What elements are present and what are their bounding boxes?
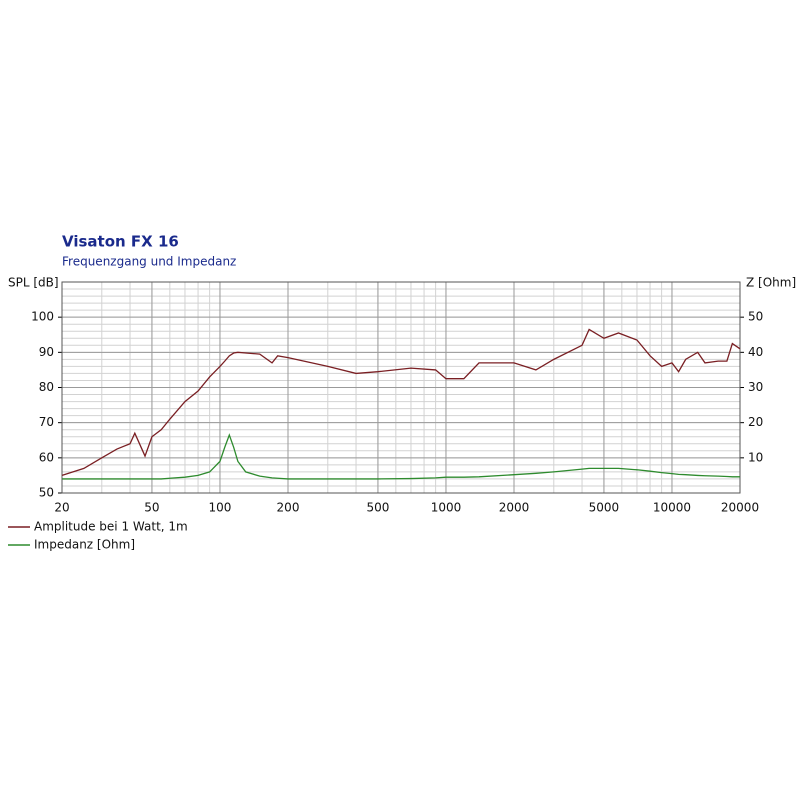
legend-label: Impedanz [Ohm]: [34, 538, 135, 552]
x-tick-label: 100: [209, 501, 232, 515]
x-tick-label: 1000: [431, 501, 462, 515]
y2-axis-label: Z [Ohm]: [746, 276, 796, 290]
y-tick-label: 100: [31, 310, 54, 324]
plot-frame: [61, 281, 741, 494]
y-axis-label: SPL [dB]: [8, 276, 59, 290]
x-tick-label: 50: [144, 501, 159, 515]
y2-tick-label: 20: [748, 415, 763, 429]
y-tick-label: 50: [39, 486, 54, 500]
x-tick-label: 20000: [721, 501, 759, 515]
y2-tick-label: 30: [748, 380, 763, 394]
x-tick-label: 500: [366, 501, 389, 515]
x-tick-label: 2000: [499, 501, 530, 515]
legend-label: Amplitude bei 1 Watt, 1m: [34, 520, 188, 534]
x-tick-label: 200: [277, 501, 300, 515]
y-tick-label: 60: [39, 450, 54, 464]
y-tick-label: 70: [39, 415, 54, 429]
x-tick-label: 5000: [589, 501, 620, 515]
y-tick-label: 80: [39, 380, 54, 394]
data-line: [61, 328, 741, 477]
y2-tick-label: 10: [748, 450, 763, 464]
y-tick-label: 90: [39, 345, 54, 359]
y2-tick-label: 40: [748, 345, 763, 359]
chart-subtitle: Frequenzgang und Impedanz: [62, 255, 236, 269]
chart-title: Visaton FX 16: [62, 233, 179, 251]
x-tick-label: 10000: [653, 501, 691, 515]
y2-tick-label: 50: [748, 310, 763, 324]
x-tick-label: 20: [54, 501, 69, 515]
data-line: [62, 433, 740, 480]
